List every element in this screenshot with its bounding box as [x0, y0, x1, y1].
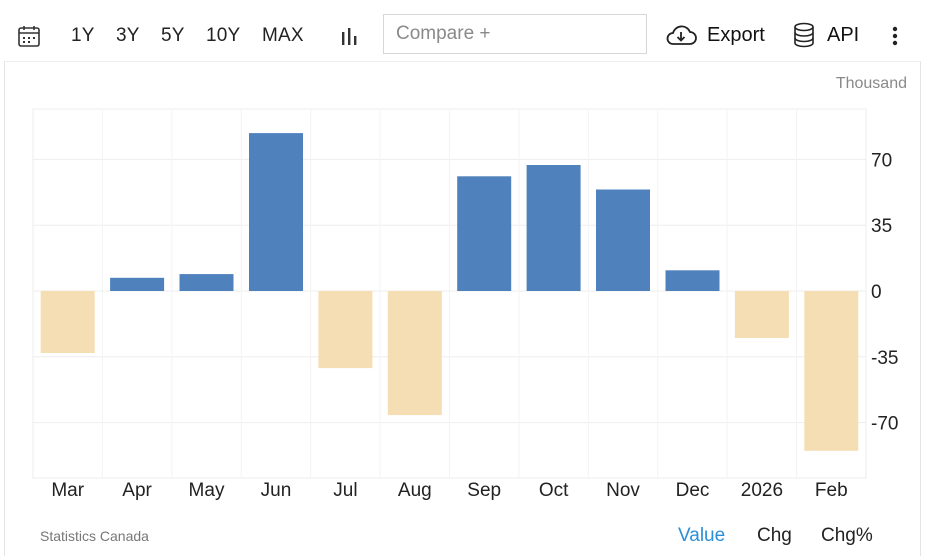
x-tick-label: Feb [815, 480, 848, 501]
bar-may [179, 274, 234, 291]
more-vertical-icon[interactable] [885, 24, 905, 48]
range-1y-button[interactable]: 1Y [71, 25, 95, 46]
x-tick-label: Apr [122, 480, 152, 501]
chart-toolbar: 1Y 3Y 5Y 10Y MAX Export [0, 0, 934, 70]
value-mode-button[interactable]: Value [678, 525, 726, 546]
x-tick-label: Nov [606, 480, 640, 501]
range-3y-button[interactable]: 3Y [116, 25, 140, 46]
bar-jul [318, 291, 373, 369]
y-tick-label: 0 [871, 282, 882, 303]
x-tick-label: Sep [467, 480, 501, 501]
y-tick-label: -35 [871, 348, 898, 369]
range-10y-button[interactable]: 10Y [206, 25, 241, 46]
bar-oct [526, 165, 581, 291]
bar-sep [457, 176, 512, 291]
compare-field[interactable] [383, 14, 647, 54]
data-source: Statistics Canada [40, 528, 149, 544]
bar-2026 [734, 291, 789, 338]
bar-aug [387, 291, 442, 416]
api-label: API [827, 23, 860, 46]
export-button[interactable]: Export [665, 16, 765, 54]
compare-input[interactable] [384, 15, 646, 53]
export-label: Export [707, 23, 765, 46]
bar-mar [40, 291, 95, 353]
calendar-icon[interactable] [16, 23, 42, 49]
y-tick-label: 35 [871, 216, 892, 237]
bar-apr [110, 277, 165, 291]
chg-mode-button[interactable]: Chg [757, 525, 792, 546]
bar-feb [804, 291, 859, 451]
database-icon [793, 22, 815, 48]
chg-pct-mode-button[interactable]: Chg% [821, 525, 873, 546]
bar-chart-icon[interactable] [337, 24, 361, 48]
bar-dec [665, 270, 720, 291]
api-button[interactable]: API [793, 16, 859, 54]
cloud-download-icon [665, 23, 697, 47]
bar-jun [249, 133, 303, 291]
x-tick-label: Jul [333, 480, 357, 501]
range-5y-button[interactable]: 5Y [161, 25, 185, 46]
x-tick-label: May [189, 480, 225, 501]
y-tick-label: -70 [871, 414, 898, 435]
x-tick-label: Dec [676, 480, 710, 501]
chart-frame [4, 61, 921, 556]
bar-nov [596, 189, 650, 291]
x-tick-label: Oct [539, 480, 569, 501]
unit-label: Thousand [835, 75, 907, 92]
x-tick-label: Jun [261, 480, 292, 501]
x-tick-label: 2026 [741, 480, 783, 501]
y-tick-label: 70 [871, 150, 892, 171]
x-tick-label: Mar [51, 480, 84, 501]
range-max-button[interactable]: MAX [262, 25, 304, 46]
x-tick-label: Aug [398, 480, 432, 501]
